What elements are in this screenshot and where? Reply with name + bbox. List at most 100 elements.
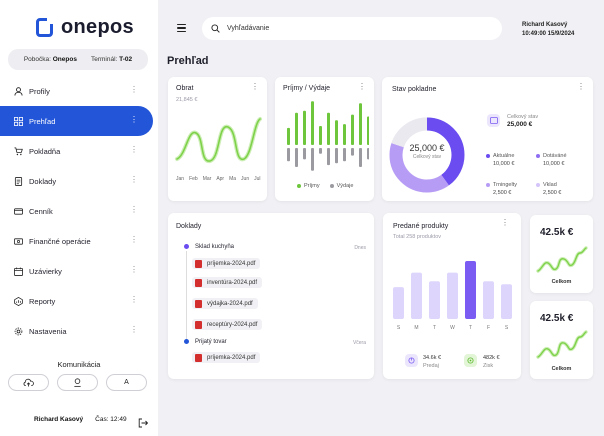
- file-item[interactable]: príjemka-2024.pdf: [192, 258, 261, 269]
- logout-button[interactable]: [138, 415, 149, 428]
- sidebar-item-profily[interactable]: Profily ⋮: [0, 76, 158, 106]
- communication-label: Komunikácia: [57, 360, 101, 369]
- stat-predaj-label: Predaj: [423, 363, 439, 369]
- stat-predaj: 34.6k € Predaj: [423, 354, 441, 370]
- sales-bar: [411, 272, 422, 319]
- file-item[interactable]: receptúry-2024.pdf: [192, 319, 263, 330]
- file-item[interactable]: inventúra-2024.pdf: [192, 277, 263, 288]
- more-icon[interactable]: ⋮: [130, 85, 138, 94]
- stav-item-value: 10,000 €: [493, 161, 515, 167]
- card-stav-pokladne: Stav pokladne ⋮ 25,000 € Celkový stav Ce…: [382, 77, 593, 201]
- sidebar-nav: Profily ⋮ Prehľad ⋮ Pokladňa ⋮ Doklady ⋮…: [0, 76, 158, 346]
- chart-icon: [14, 296, 23, 306]
- income-bar: [303, 110, 306, 145]
- file-item[interactable]: výdajka-2024.pdf: [192, 298, 258, 309]
- sidebar-item-cennik[interactable]: Cenník ⋮: [0, 196, 158, 226]
- income-bar: [359, 103, 362, 145]
- more-icon[interactable]: ⋮: [577, 82, 585, 91]
- kpi-caption: Celkom: [551, 279, 572, 285]
- user-pin-icon: [74, 378, 81, 387]
- header-user-info: Richard Kasový 10:49:00 15/9/2024: [522, 21, 574, 39]
- card-subtitle: 21,845 €: [176, 97, 198, 103]
- branch-value: Onepos: [52, 56, 77, 63]
- more-icon[interactable]: ⋮: [130, 145, 138, 154]
- sidebar: onepos Pobočka: Onepos Terminál: T-02 Pr…: [0, 0, 158, 436]
- month-tick-label: Apr: [216, 176, 225, 182]
- text-a-button[interactable]: A: [106, 374, 147, 391]
- more-icon[interactable]: ⋮: [130, 235, 138, 244]
- sidebar-item-prehlad[interactable]: Prehľad ⋮: [0, 106, 153, 136]
- month-tick-label: Feb: [189, 176, 198, 182]
- prijmy-vydaje-bar-chart: [287, 101, 369, 171]
- stav-item-value: 10,000 €: [543, 161, 565, 167]
- communication-buttons: A: [8, 374, 147, 391]
- obrat-month-axis: Jan Feb Mar Apr Ma Jun Jul: [176, 176, 262, 182]
- doc-group-sklad: Sklad kuchyňa: [184, 244, 234, 250]
- stav-total: Celkový stav 25,000 €: [507, 113, 538, 129]
- more-icon[interactable]: ⋮: [130, 265, 138, 274]
- income-bar: [351, 114, 354, 145]
- more-icon[interactable]: ⋮: [130, 205, 138, 214]
- month-tick-label: Jan: [176, 176, 185, 182]
- logo-text: onepos: [61, 16, 134, 38]
- expense-bar: [343, 148, 346, 162]
- more-icon[interactable]: ⋮: [130, 295, 138, 304]
- file-name: výdajka-2024.pdf: [207, 300, 253, 307]
- more-icon[interactable]: ⋮: [501, 218, 509, 227]
- income-bar: [367, 116, 369, 145]
- sidebar-item-financne-operacie[interactable]: Finančné operácie ⋮: [0, 226, 158, 256]
- sales-bar: [429, 281, 440, 319]
- more-icon[interactable]: ⋮: [251, 82, 259, 91]
- terminal-label: Terminál:: [90, 56, 118, 63]
- page-title: Prehľad: [167, 55, 209, 67]
- pdf-icon: [195, 278, 202, 287]
- more-icon[interactable]: ⋮: [130, 325, 138, 334]
- card-doklady: Doklady Sklad kuchyňa Dnes príjemka-2024…: [168, 213, 374, 379]
- stav-item-label: Dotáváné: [543, 153, 567, 159]
- branch-terminal-info: Pobočka: Onepos Terminál: T-02: [8, 49, 148, 70]
- sidebar-item-label: Uzávierky: [29, 266, 62, 276]
- sidebar-item-nastavenia[interactable]: Nastavenia ⋮: [0, 316, 158, 346]
- sidebar-item-pokladna[interactable]: Pokladňa ⋮: [0, 136, 158, 166]
- money-icon: [14, 237, 23, 246]
- donut-center-value: 25,000 €: [409, 143, 445, 153]
- more-icon[interactable]: ⋮: [130, 175, 138, 184]
- sidebar-item-doklady[interactable]: Doklady ⋮: [0, 166, 158, 196]
- menu-icon[interactable]: [177, 24, 186, 32]
- expense-bar: [287, 148, 290, 162]
- month-tick-label: Jul: [254, 176, 261, 182]
- stav-donut-chart: [389, 117, 465, 193]
- sales-bar: [483, 281, 494, 319]
- stav-item-value: 2,500 €: [493, 190, 512, 196]
- price-tag-icon: [14, 207, 23, 216]
- sales-bar: [393, 287, 404, 319]
- income-bar: [327, 112, 330, 145]
- file-name: inventúra-2024.pdf: [207, 279, 258, 286]
- user-pin-button[interactable]: [57, 374, 98, 391]
- grid-icon: [14, 116, 23, 126]
- sidebar-time: Čas: 12:49: [95, 416, 127, 423]
- gear-icon: [14, 327, 23, 336]
- expense-bar: [311, 148, 314, 171]
- search-input[interactable]: Vyhľadávanie: [202, 17, 502, 40]
- cloud-upload-button[interactable]: [8, 374, 49, 391]
- legend-expense-label: Výdaje: [336, 183, 354, 189]
- day-tick-label: W: [450, 325, 455, 331]
- profit-icon: [464, 354, 477, 367]
- prijmy-legend: Príjmy Výdaje: [297, 183, 353, 189]
- donut-center-label: Celkový stav: [412, 154, 442, 160]
- obrat-line-chart: [175, 117, 262, 163]
- donut-segment: [389, 117, 465, 193]
- day-tick-label: S: [505, 325, 509, 331]
- more-icon[interactable]: ⋮: [130, 115, 138, 124]
- file-item[interactable]: príjemka-2024.pdf: [192, 352, 261, 363]
- obrat-line: [176, 118, 261, 162]
- stav-item-label: Vklad: [543, 182, 557, 188]
- sidebar-item-label: Reporty: [29, 296, 56, 306]
- sidebar-item-reporty[interactable]: Reporty ⋮: [0, 286, 158, 316]
- more-icon[interactable]: ⋮: [358, 82, 366, 91]
- sidebar-item-uzavierky[interactable]: Uzávierky ⋮: [0, 256, 158, 286]
- stav-item-dotavane: Dotáváné 10,000 €: [536, 152, 567, 168]
- income-bar: [335, 120, 338, 145]
